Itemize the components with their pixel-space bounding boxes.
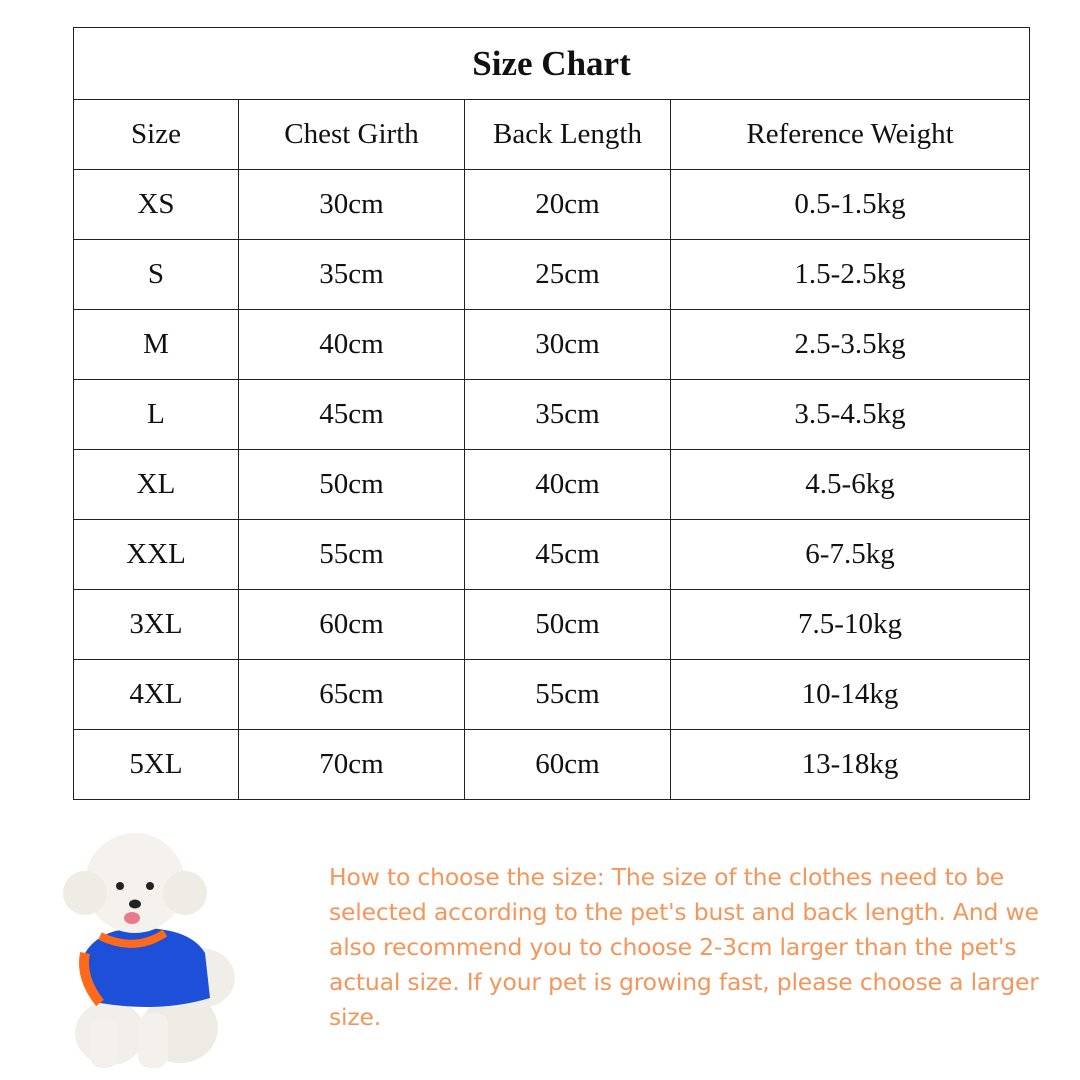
table-cell: 50cm xyxy=(238,449,465,520)
table-cell: M xyxy=(73,309,239,380)
table-cell: 35cm xyxy=(464,379,671,450)
table-cell: L xyxy=(73,379,239,450)
column-header: Size xyxy=(73,99,239,170)
table-cell: 50cm xyxy=(464,589,671,660)
table-row: 4XL 65cm 55cm 10-14kg xyxy=(73,659,1031,730)
table-cell: 4.5-6kg xyxy=(669,449,1031,520)
table-cell: 55cm xyxy=(238,519,465,590)
table-row: XL 50cm 40cm 4.5-6kg xyxy=(73,449,1031,520)
table-row: XXL 55cm 45cm 6-7.5kg xyxy=(73,519,1031,590)
table-cell: 13-18kg xyxy=(669,729,1031,800)
table-cell: 7.5-10kg xyxy=(669,589,1031,660)
table-cell: 40cm xyxy=(238,309,465,380)
table-cell: 4XL xyxy=(73,659,239,730)
table-cell: 60cm xyxy=(464,729,671,800)
table-cell: 70cm xyxy=(238,729,465,800)
table-cell: 25cm xyxy=(464,239,671,310)
table-cell: 3.5-4.5kg xyxy=(669,379,1031,450)
table-row: 5XL 70cm 60cm 13-18kg xyxy=(73,729,1031,800)
size-chart-table: Size Chart Size Chest Girth Back Length Ref… xyxy=(72,27,1031,800)
table-row: M 40cm 30cm 2.5-3.5kg xyxy=(73,309,1031,380)
table-cell: 10-14kg xyxy=(669,659,1031,730)
table-cell: 1.5-2.5kg xyxy=(669,239,1031,310)
table-row: L 45cm 35cm 3.5-4.5kg xyxy=(73,379,1031,450)
column-header: Back Length xyxy=(464,99,671,170)
table-cell: 40cm xyxy=(464,449,671,520)
table-cell: 30cm xyxy=(238,169,465,240)
table-title: Size Chart xyxy=(72,27,1031,100)
table-cell: 65cm xyxy=(238,659,465,730)
table-cell: S xyxy=(73,239,239,310)
table-cell: 3XL xyxy=(73,589,239,660)
table-cell: 5XL xyxy=(73,729,239,800)
table-row: 3XL 60cm 50cm 7.5-10kg xyxy=(73,589,1031,660)
table-cell: 45cm xyxy=(238,379,465,450)
table-cell: XL xyxy=(73,449,239,520)
column-header: Chest Girth xyxy=(238,99,465,170)
dog-image xyxy=(63,833,235,1068)
table-row: S 35cm 25cm 1.5-2.5kg xyxy=(73,239,1031,310)
table-cell: 45cm xyxy=(464,519,671,590)
table-cell: 60cm xyxy=(238,589,465,660)
table-cell: 20cm xyxy=(464,169,671,240)
table-cell: 30cm xyxy=(464,309,671,380)
table-cell: XXL xyxy=(73,519,239,590)
table-cell: 35cm xyxy=(238,239,465,310)
table-cell: 55cm xyxy=(464,659,671,730)
poodle-illustration xyxy=(63,833,235,1068)
table-cell: 0.5-1.5kg xyxy=(669,169,1031,240)
table-cell: XS xyxy=(73,169,239,240)
table-row: XS 30cm 20cm 0.5-1.5kg xyxy=(73,169,1031,240)
table-cell: 2.5-3.5kg xyxy=(669,309,1031,380)
table-cell: 6-7.5kg xyxy=(669,519,1031,590)
size-guide-note: How to choose the size: The size of the … xyxy=(329,863,1039,1031)
column-header: Reference Weight xyxy=(669,99,1031,170)
header-row: Size Chest Girth Back Length Reference Weig… xyxy=(73,99,1031,170)
